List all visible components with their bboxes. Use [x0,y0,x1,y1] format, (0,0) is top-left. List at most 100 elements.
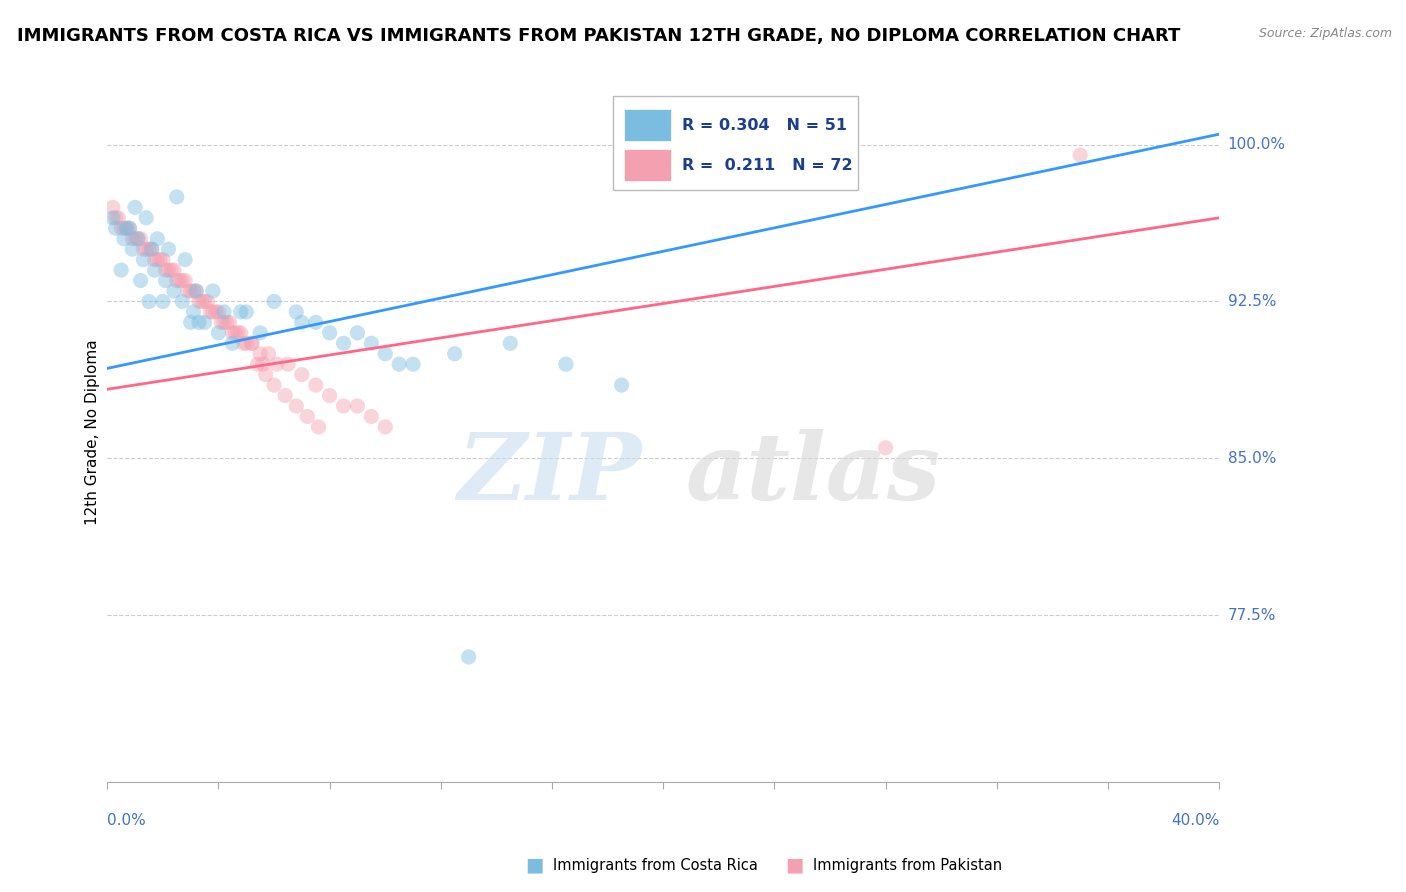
Point [135,242,157,256]
Point [297,409,319,424]
Point [360,336,382,351]
Point [218,315,240,329]
Point [188,315,211,329]
Point [124,232,146,246]
Point [226,326,249,340]
Point [188,294,211,309]
Point [115,221,138,235]
Point [118,221,141,235]
Y-axis label: 12th Grade, No Diploma: 12th Grade, No Diploma [86,339,100,525]
Point [157,263,180,277]
Point [104,221,127,235]
Text: 92.5%: 92.5% [1227,294,1277,309]
Text: ZIP: ZIP [457,429,641,519]
Point [875,441,897,455]
Point [121,232,143,246]
Point [152,294,174,309]
Point [127,232,149,246]
Point [129,274,152,288]
Point [305,315,328,329]
Point [115,221,138,235]
Text: 0.0%: 0.0% [107,813,146,828]
Point [332,336,354,351]
FancyBboxPatch shape [613,96,858,191]
Point [172,294,194,309]
Point [157,242,180,256]
Point [166,274,188,288]
Point [169,274,191,288]
Point [240,336,263,351]
Point [129,232,152,246]
Point [318,326,340,340]
Point [127,232,149,246]
Point [191,294,214,309]
Point [457,649,479,664]
Point [555,357,578,371]
Point [207,326,229,340]
Text: Source: ZipAtlas.com: Source: ZipAtlas.com [1258,27,1392,40]
Point [221,336,243,351]
Point [166,190,188,204]
Point [118,221,141,235]
Point [277,357,299,371]
Point [207,305,229,319]
Point [138,294,160,309]
Point [201,305,224,319]
Text: R = 0.304   N = 51: R = 0.304 N = 51 [682,118,848,133]
Point [141,242,163,256]
Point [374,347,396,361]
Point [221,326,243,340]
Point [229,326,252,340]
Point [235,305,257,319]
Point [263,294,285,309]
Point [1069,148,1091,162]
Point [101,200,124,214]
Point [149,252,172,267]
Point [249,347,271,361]
Point [224,326,246,340]
Point [195,294,218,309]
Point [121,242,143,256]
Point [346,399,368,413]
Point [499,336,522,351]
Point [112,221,135,235]
Point [174,252,197,267]
Point [180,284,202,298]
Point [360,409,382,424]
Point [332,399,354,413]
Text: ■: ■ [524,855,544,875]
Point [107,211,129,225]
Point [374,420,396,434]
Point [209,315,232,329]
Text: R =  0.211   N = 72: R = 0.211 N = 72 [682,158,853,173]
Point [198,305,221,319]
Point [274,388,297,402]
Point [291,368,314,382]
Point [240,336,263,351]
Point [132,242,155,256]
Point [305,378,328,392]
Point [212,305,235,319]
Point [443,347,465,361]
FancyBboxPatch shape [624,109,671,142]
Text: 100.0%: 100.0% [1227,137,1285,153]
Point [141,242,163,256]
Point [246,357,269,371]
Point [201,284,224,298]
Point [101,211,124,225]
Point [143,252,166,267]
Text: 85.0%: 85.0% [1227,450,1275,466]
Point [212,315,235,329]
Point [112,232,135,246]
Point [104,211,127,225]
Point [252,357,274,371]
Point [204,305,226,319]
Point [266,357,288,371]
Point [235,336,257,351]
Point [257,347,280,361]
Text: 40.0%: 40.0% [1171,813,1219,828]
Point [308,420,330,434]
Point [346,326,368,340]
Point [163,284,186,298]
Point [215,315,238,329]
